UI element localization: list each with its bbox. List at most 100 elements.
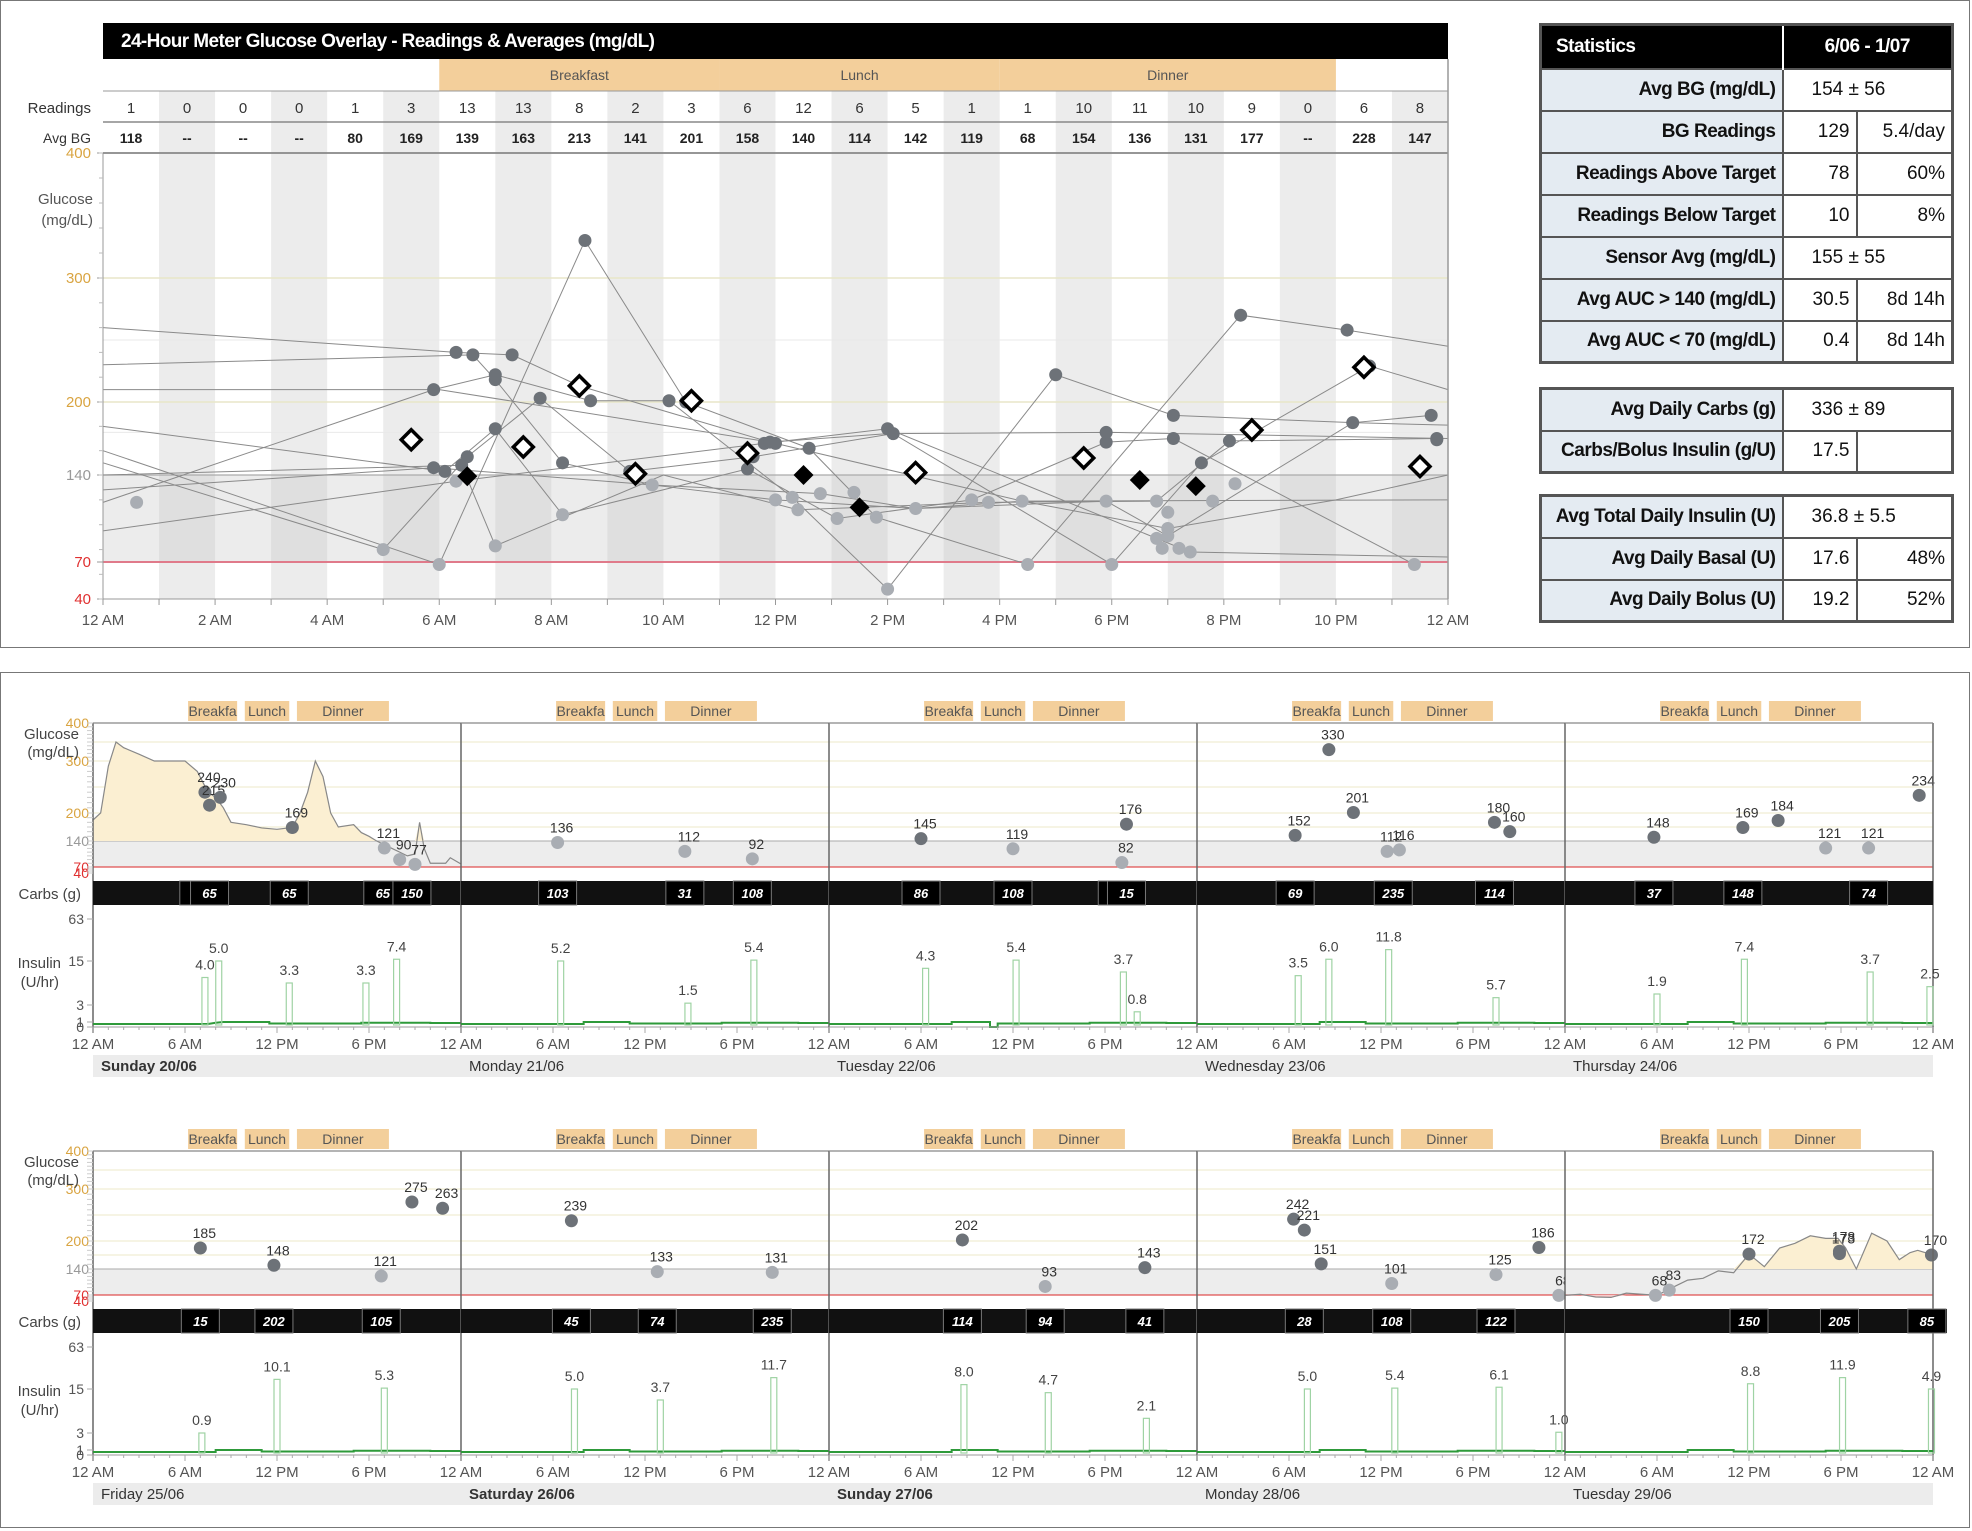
bg-reading-point [1489, 1268, 1503, 1282]
glucose-reading-point [1099, 425, 1113, 439]
glucose-reading-point [881, 582, 895, 596]
day-label-strip [1565, 1483, 1933, 1505]
bolus-value-label: 6.1 [1489, 1366, 1509, 1382]
x-tick-label: 12 AM [440, 1464, 483, 1481]
carbs-cell [942, 1308, 982, 1334]
x-tick-label: 12 PM [991, 1036, 1034, 1053]
hourly-avg-bg: 228 [1352, 130, 1376, 146]
bg-reading-label: 112 [1380, 828, 1403, 844]
hourly-readings-count: 0 [295, 100, 303, 117]
sensor-high-area [93, 742, 461, 841]
target-range-band [829, 1269, 1197, 1295]
day-label-strip [829, 1483, 1197, 1505]
bolus-bar [770, 1377, 778, 1454]
insulin-y-tick-label: 3 [76, 997, 84, 1013]
insulin-y-tick-label: 63 [68, 1339, 84, 1355]
bg-reading-label: 202 [955, 1217, 979, 1233]
bg-reading-point [1736, 820, 1750, 834]
hour-column-shade [1055, 91, 1112, 599]
bg-reading-label: 68 [1652, 1272, 1668, 1288]
statistic-value: 10 [1781, 193, 1858, 238]
x-tick-label: 12 PM [623, 1036, 666, 1053]
x-tick-label: 6 PM [1094, 612, 1129, 629]
hourly-avg-bg: 169 [400, 130, 424, 146]
x-tick-label: 12 AM [82, 612, 125, 629]
meal-tab [924, 701, 974, 721]
y-tick-label: 40 [74, 591, 91, 608]
meal-tab [980, 701, 1026, 721]
bg-reading-point [1380, 844, 1394, 858]
meal-tab-label: Breakfa [1292, 1131, 1340, 1147]
bg-reading-point [914, 832, 928, 846]
carbs-cell [637, 1308, 677, 1334]
meal-tab-label: Dinner [322, 1131, 364, 1147]
bg-reading-point [765, 1265, 779, 1279]
sensor-glucose-line [1564, 1232, 1934, 1299]
statistic-extra: 52% [1855, 578, 1954, 623]
hourly-avg-bg: 201 [680, 130, 704, 146]
x-tick-label: 6 PM [351, 1464, 386, 1481]
meal-tab [244, 701, 290, 721]
bg-reading-label: 143 [1137, 1245, 1161, 1261]
insulin-y-tick-label: 1 [76, 1014, 84, 1030]
bg-reading-label: 176 [1119, 801, 1143, 817]
bolus-value-label: 3.5 [1288, 955, 1308, 971]
meal-tab-label: Lunch [1352, 703, 1390, 719]
glucose-reading-point [1206, 494, 1220, 508]
daily-panel: BreakfaLunchDinner2402152301691219077365… [0, 672, 1970, 1528]
overlay-title-bar [103, 23, 1448, 59]
carbs-cell [1849, 880, 1889, 906]
carbs-cell [1372, 1308, 1412, 1334]
statistic-extra: 8% [1855, 193, 1954, 238]
bolus-bar [380, 1387, 388, 1454]
x-tick-label: 6 AM [1272, 1036, 1306, 1053]
statistic-extra: 8d 14h [1855, 277, 1954, 322]
statistic-label: Avg AUC > 140 (mg/dL) [1539, 277, 1784, 322]
glucose-reading-point [488, 539, 502, 553]
bolus-value-label: 4.3 [916, 947, 936, 963]
hour-column-shade [1167, 91, 1224, 599]
meal-tab [1348, 701, 1394, 721]
bolus-value-label: 4.9 [1922, 1368, 1942, 1384]
bolus-bar [1294, 975, 1302, 1026]
bolus-bar [1142, 1417, 1151, 1454]
glucose-reading-point [1161, 521, 1175, 535]
glucose-y-tick-label: 70 [73, 859, 89, 875]
hourly-average-marker [622, 461, 648, 487]
carbs-cell [254, 1308, 294, 1334]
hourly-avg-bg: 158 [736, 130, 760, 146]
bg-reading-label: 136 [550, 819, 574, 835]
meal-tab-label: Breakfa [1660, 1131, 1708, 1147]
bg-reading-label: 82 [1118, 840, 1134, 856]
glucose-reading-point [1099, 435, 1113, 449]
meal-tab [1032, 1129, 1125, 1149]
bg-reading-label: 172 [1741, 1231, 1765, 1247]
bolus-bar [1838, 1377, 1847, 1454]
insulin-axis-label: Insulin [18, 955, 61, 972]
statistic-extra: 8d 14h [1855, 319, 1954, 364]
bg-reading-label: 234 [1912, 772, 1936, 788]
reading-trace-line [102, 327, 1449, 443]
statistic-value: 155 ± 55 [1781, 235, 1954, 280]
bolus-bar [1119, 971, 1128, 1026]
hour-column-shade [1279, 91, 1336, 599]
bg-reading-point [1487, 815, 1501, 829]
meal-tab-label: Dinner [1058, 1131, 1100, 1147]
bg-reading-point [564, 1214, 578, 1228]
bg-reading-point [1297, 1223, 1311, 1237]
bg-reading-point [1038, 1279, 1052, 1293]
bg-reading-label: 121 [1818, 825, 1842, 841]
bolus-value-label: 5.0 [1298, 1368, 1318, 1384]
bolus-bar [656, 1399, 664, 1454]
bg-reading-point [650, 1265, 664, 1279]
bolus-bar [1492, 997, 1500, 1026]
carbs-value: 150 [1738, 1314, 1760, 1329]
bg-reading-point [285, 820, 299, 834]
x-tick-label: 12 PM [1359, 1036, 1402, 1053]
x-tick-label: 6 PM [1087, 1464, 1122, 1481]
x-tick-label: 6 PM [1823, 1036, 1858, 1053]
bg-reading-label: 239 [564, 1198, 588, 1214]
bg-reading-label: 170 [1924, 1232, 1948, 1248]
hourly-avg-bg: 154 [1072, 130, 1096, 146]
bolus-bar [960, 1384, 968, 1454]
